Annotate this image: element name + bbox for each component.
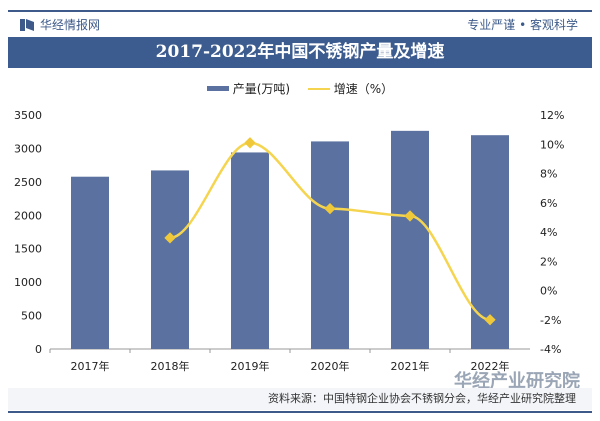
y-right-tick-label: 6% [540,197,557,210]
bar [71,176,109,349]
x-tick-label: 2020年 [311,359,350,373]
growth-point [324,202,336,215]
source-note: 资料来源：中国特钢企业协会不锈钢分会，华经产业研究院整理 [8,388,592,410]
x-tick-label: 2019年 [231,359,270,373]
growth-point [404,210,416,222]
y-right-tick-label: 10% [540,138,564,151]
slogan: 专业严谨 • 客观科学 [467,18,578,32]
legend-line-label: 增速（%） [333,82,394,96]
growth-point [164,232,176,244]
legend-bar-swatch [206,86,229,91]
y-left-tick-label: 3500 [14,109,42,122]
legend: 产量(万吨) 增速（%） [0,80,600,97]
y-left-tick-label: 500 [21,310,42,323]
x-tick-label: 2022年 [471,359,510,373]
legend-bar-label: 产量(万吨) [232,82,291,96]
y-right-tick-label: 2% [540,255,557,268]
legend-line-swatch [307,87,330,90]
y-left-tick-label: 3000 [14,142,42,155]
y-left-tick-label: 1500 [14,243,42,256]
y-left-tick-label: 0 [35,343,42,356]
x-tick-label: 2021年 [391,359,430,373]
brand: 华经情报网 [20,16,100,33]
growth-point [244,137,256,149]
y-right-tick-label: 0% [540,285,557,298]
x-tick-label: 2017年 [71,359,110,373]
y-right-tick-label: 4% [540,226,557,239]
y-right-tick-label: -2% [540,314,561,327]
y-right-tick-label: 12% [540,109,564,122]
y-left-tick-label: 1000 [14,276,42,289]
brand-name: 华经情报网 [40,18,101,32]
y-right-tick-label: 8% [540,168,557,181]
growth-point [484,314,496,326]
bottom-divider [8,411,592,413]
y-left-tick-label: 2500 [14,176,42,189]
y-left-tick-label: 2000 [14,209,42,222]
bar [391,130,429,349]
watermark: 华经产业研究院 [454,371,580,392]
bar [151,170,189,349]
chart-title: 2017-2022年中国不锈钢产量及增速 [8,37,592,68]
top-divider [8,10,592,12]
bar [231,152,269,349]
x-tick-label: 2018年 [151,359,190,373]
brand-logo-icon [20,18,34,31]
bar [311,141,349,349]
y-right-tick-label: -4% [540,343,561,356]
